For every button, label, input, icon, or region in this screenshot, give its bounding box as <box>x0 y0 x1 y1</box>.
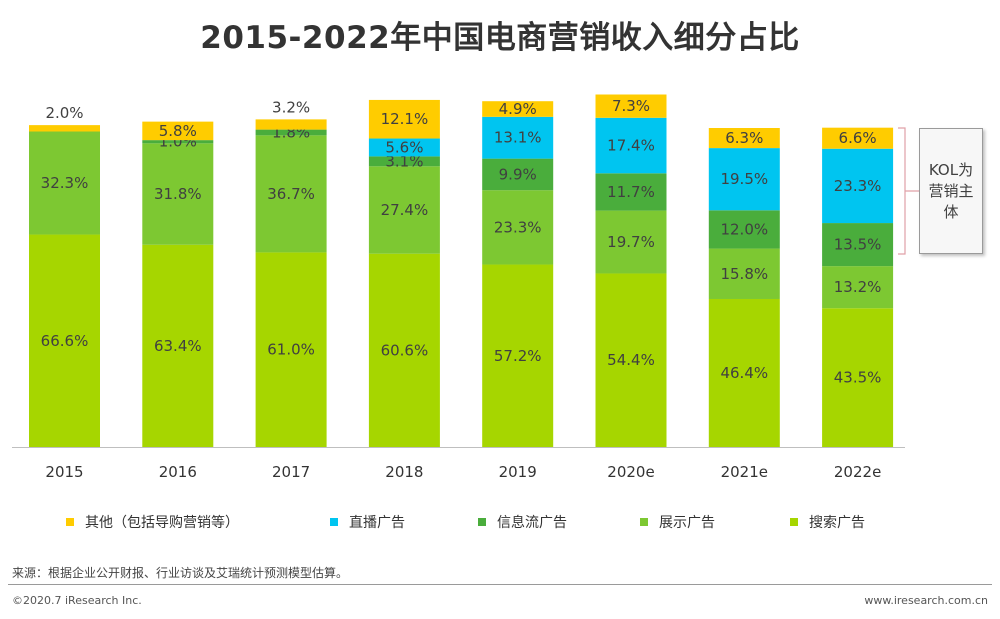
bar-segment-2016-s2 <box>142 140 214 144</box>
data-label-2021e-s1: 15.8% <box>720 265 768 283</box>
bar-segment-2018-s4 <box>368 99 440 139</box>
bar-segment-2022e-s4 <box>822 127 894 149</box>
x-tick-label-2021e: 2021e <box>721 463 768 481</box>
bar-segment-2022e-s3 <box>822 148 894 224</box>
data-label-2016-s1: 31.8% <box>154 185 202 203</box>
data-label-2017-s0: 61.0% <box>267 341 315 359</box>
data-label-2016-s4: 5.8% <box>159 122 197 140</box>
source-note: 来源：根据企业公开财报、行业访谈及艾瑞统计预测模型估算。 <box>12 566 349 580</box>
legend-label-0: 其他（包括导购营销等） <box>85 514 239 531</box>
x-tick-label-2018: 2018 <box>385 463 423 481</box>
x-tick-label-2016: 2016 <box>159 463 197 481</box>
bar-segment-2016-s0 <box>142 244 214 447</box>
data-label-2018-s0: 60.6% <box>381 341 429 359</box>
legend-label-4: 搜索广告 <box>809 514 865 531</box>
kol-annotation-box: KOL为营销主体 <box>919 128 983 254</box>
bar-segment-2021e-s3 <box>708 148 780 211</box>
bar-segment-2019-s0 <box>482 264 554 447</box>
footer-divider <box>8 584 992 585</box>
data-label-2017-s1: 36.7% <box>267 185 315 203</box>
data-label-2022e-s4: 6.6% <box>839 129 877 147</box>
bar-segment-2015-s0 <box>29 234 100 447</box>
data-label-2022e-s1: 13.2% <box>834 278 882 296</box>
data-label-2019-s3: 13.1% <box>494 129 542 147</box>
bar-segment-2021e-s2 <box>708 210 780 249</box>
data-label-2022e-s0: 43.5% <box>834 369 882 387</box>
bar-segment-2019-s1 <box>482 190 554 265</box>
bar-segment-2020e-s2 <box>595 173 667 211</box>
kol-bracket <box>898 127 919 255</box>
x-tick-label-2022e: 2022e <box>834 463 881 481</box>
data-label-2015-s4: 2.0% <box>45 104 83 122</box>
bar-segment-2018-s3 <box>368 138 440 157</box>
legend-label-3: 展示广告 <box>659 515 715 531</box>
legend-swatch-1 <box>330 518 338 526</box>
bar-segment-2021e-s0 <box>708 298 780 447</box>
data-label-2020e-s0: 54.4% <box>607 351 655 369</box>
data-label-2018-s1: 27.4% <box>381 201 429 219</box>
bar-segment-2018-s1 <box>368 166 440 254</box>
data-label-2018-s4: 12.1% <box>381 110 429 128</box>
data-label-2015-s1: 32.3% <box>41 174 89 192</box>
x-tick-label-2015: 2015 <box>45 463 83 481</box>
bar-segment-2017-s2 <box>255 129 327 136</box>
bar-segment-2015-s1 <box>29 131 100 235</box>
data-label-2021e-s2: 12.0% <box>720 220 768 238</box>
data-label-2018-s2: 3.1% <box>385 152 423 170</box>
bar-segment-2022e-s0 <box>822 308 894 447</box>
bar-segment-2019-s4 <box>482 101 554 117</box>
copyright-text: ©2020.7 iResearch Inc. <box>12 594 142 607</box>
data-label-2019-s0: 57.2% <box>494 347 542 365</box>
bar-segment-2015-s4 <box>29 125 100 132</box>
data-label-2021e-s0: 46.4% <box>720 364 768 382</box>
data-label-2020e-s1: 19.7% <box>607 233 655 251</box>
legend-swatch-0 <box>66 518 74 526</box>
bar-segment-2016-s4 <box>142 121 214 141</box>
bar-segment-2022e-s1 <box>822 266 894 309</box>
bar-segment-2017-s0 <box>255 252 327 447</box>
legend-label-1: 直播广告 <box>349 514 405 531</box>
data-label-2019-s1: 23.3% <box>494 218 542 236</box>
kol-annotation-text: KOL为营销主体 <box>928 160 974 221</box>
legend-swatch-4 <box>790 518 798 526</box>
chart-title: 2015-2022年中国电商营销收入细分占比 <box>200 20 800 56</box>
x-tick-label-2019: 2019 <box>499 463 537 481</box>
bar-segment-2020e-s1 <box>595 210 667 274</box>
bar-segment-2017-s1 <box>255 135 327 253</box>
bar-segment-2018-s0 <box>368 253 440 447</box>
bar-segment-2021e-s4 <box>708 128 780 149</box>
data-label-2022e-s3: 23.3% <box>834 177 882 195</box>
website-text: www.iresearch.com.cn <box>864 594 988 607</box>
bar-segment-2019-s3 <box>482 116 554 159</box>
x-tick-label-2017: 2017 <box>272 463 310 481</box>
bar-segment-2018-s2 <box>368 156 440 167</box>
legend-swatch-3 <box>640 518 648 526</box>
bar-segment-2016-s1 <box>142 143 214 245</box>
bar-segment-2017-s4 <box>255 119 327 130</box>
data-label-2020e-s2: 11.7% <box>607 183 655 201</box>
bar-segment-2020e-s4 <box>595 94 667 118</box>
legend-label-2: 信息流广告 <box>497 514 567 531</box>
x-tick-label-2020e: 2020e <box>607 463 654 481</box>
data-label-2021e-s3: 19.5% <box>720 170 768 188</box>
bar-segment-2021e-s1 <box>708 248 780 299</box>
bar-segment-2019-s2 <box>482 158 554 191</box>
bar-segment-2022e-s2 <box>822 223 894 267</box>
data-label-2021e-s4: 6.3% <box>725 129 763 147</box>
data-label-2020e-s4: 7.3% <box>612 97 650 115</box>
bar-segment-2020e-s3 <box>595 117 667 174</box>
data-label-2019-s2: 9.9% <box>499 165 537 183</box>
data-label-2020e-s3: 17.4% <box>607 137 655 155</box>
stacked-bar-chart: 66.6%32.3%2.0%201563.4%31.8%1.0%5.8%2016… <box>12 94 919 531</box>
data-label-2019-s4: 4.9% <box>499 100 537 118</box>
legend-swatch-2 <box>478 518 486 526</box>
data-label-2015-s0: 66.6% <box>41 332 89 350</box>
data-label-2018-s3: 5.6% <box>385 138 423 156</box>
data-label-2016-s0: 63.4% <box>154 337 202 355</box>
data-label-2022e-s2: 13.5% <box>834 236 882 254</box>
bar-segment-2020e-s0 <box>595 273 667 447</box>
data-label-2017-s4: 3.2% <box>272 98 310 116</box>
